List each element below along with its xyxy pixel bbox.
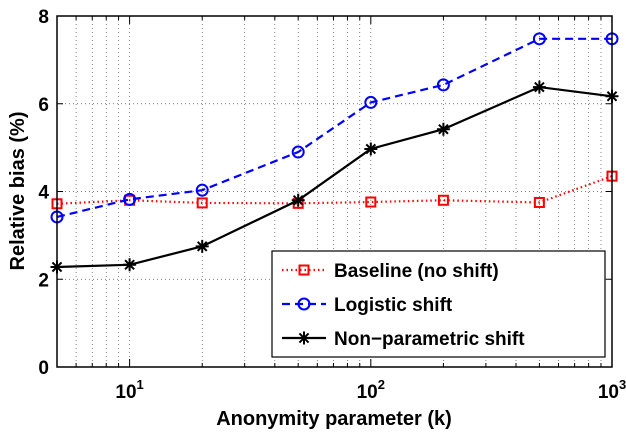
data-point: [196, 197, 208, 209]
legend-item: Baseline (no shift): [282, 261, 499, 282]
x-axis-label: Anonymity parameter (k): [216, 408, 452, 430]
series-line: [56, 175, 613, 205]
y-tick-label: 4: [38, 183, 49, 204]
data-point: [364, 142, 378, 156]
y-tick-label: 2: [38, 270, 49, 291]
data-point: [365, 196, 377, 208]
series-2: [50, 80, 619, 274]
data-point: [532, 32, 546, 46]
series-0: [51, 170, 618, 210]
data-point: [291, 145, 305, 159]
data-point: [436, 78, 450, 92]
data-point: [195, 183, 209, 197]
data-point: [195, 239, 209, 253]
legend-marker: [297, 331, 311, 345]
series-line: [56, 85, 613, 269]
legend-marker: [298, 264, 310, 276]
series-line: [56, 37, 612, 219]
y-tick-label: 8: [38, 7, 49, 28]
legend-item: Logistic shift: [282, 295, 453, 316]
tick-labels: 0 2 4 6 8 101 102 103: [38, 7, 626, 403]
legend-label: Logistic shift: [334, 295, 453, 316]
x-tick-label: 102: [357, 377, 385, 403]
data-point: [123, 258, 137, 272]
legend-label: Non−parametric shift: [334, 329, 525, 350]
data-point: [532, 80, 546, 94]
data-point: [533, 196, 545, 208]
ticks: [57, 15, 612, 368]
y-tick-label: 6: [38, 95, 49, 116]
legend-box: [271, 250, 606, 358]
y-tick-label: 0: [38, 358, 49, 379]
data-point: [364, 95, 378, 109]
legend-label: Baseline (no shift): [334, 261, 499, 282]
data-point: [436, 122, 450, 136]
x-tick-label: 101: [115, 377, 143, 403]
y-axis-label: Relative bias (%): [7, 112, 29, 271]
x-tick-label: 103: [598, 377, 626, 403]
legend-marker: [297, 297, 311, 311]
series-1: [50, 32, 619, 224]
data-point: [291, 193, 305, 207]
legend-item: Non−parametric shift: [282, 329, 525, 350]
legend: Baseline (no shift) Logistic shift Non−par…: [271, 250, 606, 358]
data-point: [437, 194, 449, 206]
data-point: [123, 192, 137, 206]
series-layer: [50, 32, 619, 274]
